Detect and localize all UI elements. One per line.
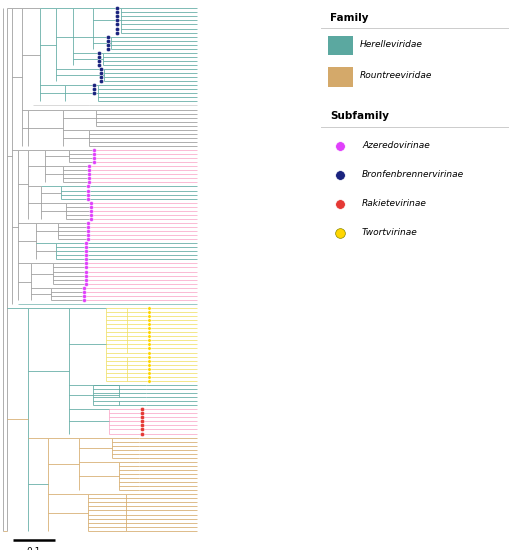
Text: Rakietevirinae: Rakietevirinae [362,200,427,208]
Text: Rountreeviridae: Rountreeviridae [360,71,433,80]
Text: Azeredovirinae: Azeredovirinae [362,141,430,150]
Text: Subfamily: Subfamily [330,111,389,121]
Bar [328,67,353,86]
Text: 0.1: 0.1 [27,547,41,550]
Bar [328,36,353,55]
Text: Bronfenbrennervirinae: Bronfenbrennervirinae [362,170,464,179]
Text: Herelleviridae: Herelleviridae [360,40,423,49]
Text: Twortvirinae: Twortvirinae [362,228,418,238]
Text: Family: Family [330,13,369,23]
